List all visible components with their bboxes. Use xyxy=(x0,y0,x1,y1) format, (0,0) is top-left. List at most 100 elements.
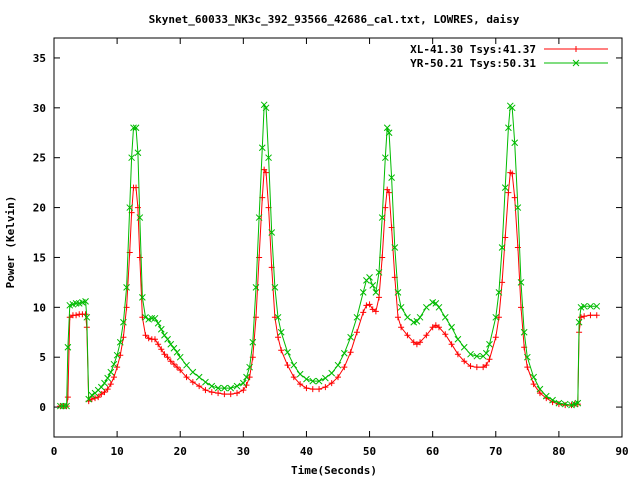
series-1-point xyxy=(262,104,270,112)
series-0-point xyxy=(369,306,376,313)
series-1-point xyxy=(113,351,121,359)
series-0-point xyxy=(454,351,461,358)
series-1-point xyxy=(501,184,509,191)
series-1-point xyxy=(132,124,140,132)
x-tick-label-1: 10 xyxy=(110,445,123,458)
x-tick-label-0: 0 xyxy=(51,445,58,458)
series-1-point xyxy=(243,373,250,381)
series-0-point xyxy=(429,324,436,331)
series-1-point xyxy=(126,204,134,211)
series-1-point xyxy=(517,279,525,286)
series-1-point xyxy=(134,149,142,157)
series-1-point xyxy=(246,363,253,371)
series-0-point xyxy=(593,312,600,319)
series-1-point xyxy=(482,349,490,357)
series-1-point xyxy=(388,174,395,182)
series-0-point xyxy=(410,339,417,346)
series-0-point xyxy=(158,346,165,353)
series-0-point xyxy=(151,336,158,343)
series-1-point xyxy=(334,361,342,369)
series-0-point xyxy=(104,386,111,393)
series-1-point xyxy=(460,343,468,351)
series-1-point xyxy=(260,101,268,109)
series-1-point xyxy=(498,244,506,251)
series-0-point xyxy=(435,324,442,331)
series-1-point xyxy=(120,318,127,326)
x-tick-label-6: 60 xyxy=(426,445,439,458)
series-1-point xyxy=(473,352,481,360)
series-0-point xyxy=(73,312,80,319)
series-0-point xyxy=(155,341,162,348)
series-0-point xyxy=(577,314,584,321)
series-1-point xyxy=(88,391,96,399)
series-1-point xyxy=(520,328,528,336)
series-1-point xyxy=(274,313,282,321)
series-0-point xyxy=(101,389,108,396)
series-0-point xyxy=(92,395,99,402)
x-tick-label-3: 30 xyxy=(237,445,250,458)
series-0-point xyxy=(347,349,354,356)
series-1-point xyxy=(85,395,93,403)
series-1-point xyxy=(296,370,304,378)
series-1-point xyxy=(290,361,298,369)
series-1-point xyxy=(523,353,531,361)
series-1-point xyxy=(60,402,67,410)
series-0-point xyxy=(495,314,502,321)
series-1-point xyxy=(381,154,389,162)
series-1-point xyxy=(435,303,443,311)
series-1-point xyxy=(202,378,209,386)
series-1-point xyxy=(151,314,159,322)
x-tick-label-2: 20 xyxy=(174,445,187,458)
series-1-point xyxy=(413,317,421,325)
series-1-point xyxy=(530,373,537,381)
series-0-point xyxy=(221,391,228,398)
series-1-point xyxy=(404,313,411,321)
series-1-point xyxy=(561,400,569,408)
series-1-point xyxy=(423,303,430,311)
series-0-point xyxy=(177,367,184,374)
series-0-point xyxy=(363,302,370,309)
series-0-point xyxy=(136,254,143,261)
series-0-point xyxy=(372,308,379,315)
series-1-point xyxy=(195,373,203,381)
series-1-point xyxy=(167,340,175,348)
series-0-point xyxy=(473,364,480,371)
series-1-point xyxy=(64,343,72,351)
series-1-point xyxy=(575,318,583,326)
series-1-point xyxy=(164,335,171,343)
series-1-point xyxy=(189,368,197,376)
series-0-point xyxy=(303,385,310,392)
series-0-point xyxy=(183,374,190,381)
series-0-point xyxy=(511,194,518,201)
series-0-point xyxy=(117,352,124,359)
series-1-point xyxy=(432,299,440,307)
x-tick-label-4: 40 xyxy=(300,445,313,458)
series-0-point xyxy=(133,184,140,191)
series-1-point xyxy=(265,154,272,162)
series-1-point xyxy=(593,302,601,310)
series-0-point xyxy=(246,374,253,381)
series-0-point xyxy=(196,383,203,390)
series-0-point xyxy=(587,312,594,319)
series-0-point xyxy=(234,390,241,397)
legend-marker-0 xyxy=(573,46,579,52)
series-1-point xyxy=(492,313,500,321)
series-1-point xyxy=(383,124,391,132)
series-0-point xyxy=(297,381,304,388)
series-0-point xyxy=(164,354,171,361)
series-1-point xyxy=(97,383,105,391)
series-0-point xyxy=(107,381,114,388)
series-1-point xyxy=(514,204,522,211)
series-1-point xyxy=(511,139,519,147)
series-0-point xyxy=(413,341,420,348)
series-0-point xyxy=(316,386,323,393)
series-0-point xyxy=(524,364,531,371)
series-1-point xyxy=(359,289,367,296)
series-0-point xyxy=(88,396,95,403)
series-0-point xyxy=(189,379,196,386)
series-0-point xyxy=(423,332,430,339)
series-0-point xyxy=(394,314,401,321)
series-1-point xyxy=(315,377,323,385)
series-0-point xyxy=(243,382,250,389)
